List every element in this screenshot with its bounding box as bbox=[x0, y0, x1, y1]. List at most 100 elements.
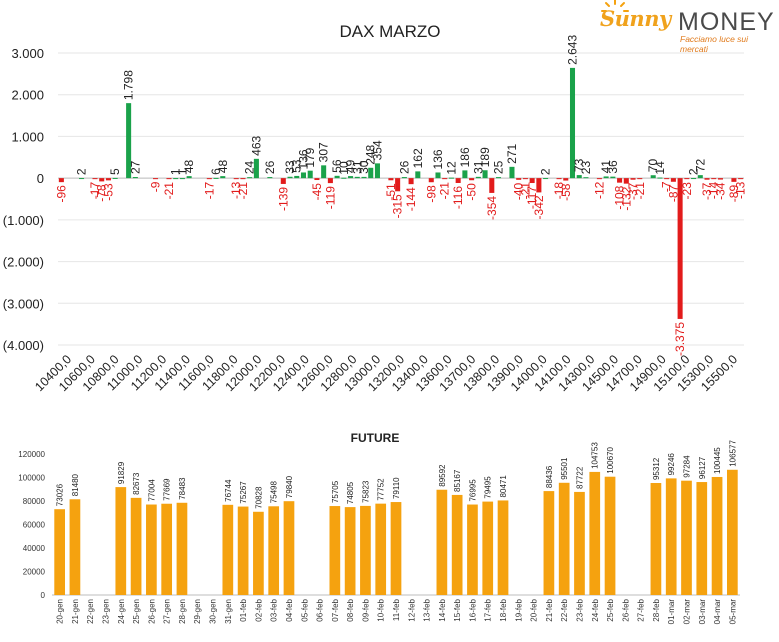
bar bbox=[563, 178, 569, 181]
bar bbox=[691, 178, 697, 180]
y-tick-label: (4.000) bbox=[3, 338, 44, 353]
y-tick-label: 100000 bbox=[18, 474, 45, 483]
y-tick-label: 80000 bbox=[23, 497, 46, 506]
bar bbox=[482, 170, 488, 179]
bar bbox=[327, 178, 333, 184]
data-label: 49 bbox=[344, 159, 358, 173]
data-label: -13 bbox=[734, 181, 748, 199]
x-tick-label: 05-mar bbox=[728, 599, 737, 625]
bar bbox=[697, 175, 703, 179]
data-label: 106577 bbox=[728, 440, 737, 467]
x-tick-label: 08-feb bbox=[346, 598, 355, 621]
bar bbox=[670, 178, 676, 182]
data-label: -14 bbox=[707, 181, 721, 199]
y-tick-label: 0 bbox=[37, 171, 44, 186]
data-label: 95501 bbox=[560, 457, 569, 480]
data-label: 75823 bbox=[361, 480, 370, 503]
bar bbox=[334, 175, 340, 179]
brand-logo: Sunny MONEY Facciamo luce sui mercati bbox=[600, 0, 775, 54]
x-tick-label: 09-feb bbox=[361, 598, 370, 621]
bar bbox=[469, 178, 475, 181]
bar bbox=[112, 177, 118, 179]
bar bbox=[665, 478, 677, 595]
data-label: -7 bbox=[660, 181, 674, 192]
bar bbox=[152, 178, 159, 180]
bar bbox=[428, 178, 434, 183]
x-tick-label: 01-mar bbox=[667, 599, 676, 625]
bar bbox=[253, 158, 259, 179]
bar bbox=[711, 178, 717, 180]
data-label: -37 bbox=[700, 182, 714, 200]
data-label: 75498 bbox=[270, 480, 279, 503]
data-label: 354 bbox=[370, 140, 384, 160]
data-label: 189 bbox=[478, 147, 492, 167]
bar bbox=[206, 178, 212, 180]
x-tick-label: 28-feb bbox=[652, 598, 661, 621]
data-label: 271 bbox=[505, 143, 519, 163]
data-label: 72 bbox=[693, 158, 707, 172]
brand-name-money: MONEY bbox=[678, 8, 775, 36]
sun-icon bbox=[601, 0, 629, 12]
data-label: -58 bbox=[559, 183, 573, 201]
data-label: 24 bbox=[243, 160, 257, 174]
bar bbox=[105, 178, 111, 181]
bar bbox=[681, 480, 692, 595]
x-tick-label: 04-feb bbox=[285, 598, 294, 621]
y-tick-label: 40000 bbox=[23, 544, 46, 553]
x-tick-label: 18-feb bbox=[499, 598, 508, 621]
x-tick-label: 21-feb bbox=[545, 598, 554, 621]
bar bbox=[237, 506, 249, 595]
data-label: -45 bbox=[310, 183, 324, 201]
bar bbox=[374, 163, 380, 179]
bar bbox=[368, 167, 374, 179]
data-label: 77669 bbox=[163, 478, 172, 501]
data-label: 100445 bbox=[713, 447, 722, 474]
y-tick-label: (2.000) bbox=[3, 255, 44, 270]
bar bbox=[543, 491, 555, 595]
x-tick-label: 24-gen bbox=[117, 599, 126, 624]
x-tick-label: 14-feb bbox=[438, 598, 447, 621]
bar bbox=[388, 178, 394, 181]
data-label: -354 bbox=[485, 196, 499, 220]
x-tick-label: 23-feb bbox=[575, 598, 584, 621]
x-tick-label: 12-feb bbox=[407, 598, 416, 621]
data-label: 79495 bbox=[484, 476, 493, 499]
bar bbox=[329, 506, 341, 595]
data-label: 79110 bbox=[392, 477, 401, 499]
bar bbox=[161, 503, 173, 595]
data-label: -17 bbox=[202, 182, 216, 200]
bar bbox=[233, 178, 239, 180]
data-label: 87722 bbox=[575, 466, 584, 489]
data-label: 136 bbox=[431, 149, 445, 169]
bar bbox=[361, 176, 367, 179]
data-label: 248 bbox=[364, 144, 378, 164]
x-tick-label: 20-gen bbox=[56, 599, 65, 624]
bar bbox=[556, 178, 562, 180]
y-tick-label: (3.000) bbox=[3, 296, 44, 311]
x-tick-label: 24-feb bbox=[591, 598, 600, 621]
y-tick-label: (1.000) bbox=[3, 213, 44, 228]
data-label: -3.375 bbox=[673, 322, 687, 356]
bar bbox=[704, 178, 710, 180]
bar bbox=[497, 500, 509, 595]
data-label: 80471 bbox=[499, 475, 508, 498]
bar bbox=[344, 507, 356, 595]
bar bbox=[536, 178, 542, 193]
bar bbox=[529, 178, 535, 184]
bar bbox=[467, 504, 478, 595]
x-tick-label: 06-feb bbox=[316, 598, 325, 621]
data-label: 70 bbox=[646, 159, 660, 173]
data-label: 89592 bbox=[438, 464, 447, 487]
data-label: 81480 bbox=[71, 473, 80, 496]
x-tick-label: 03-feb bbox=[270, 598, 279, 621]
bar bbox=[462, 170, 468, 179]
data-label: -37 bbox=[626, 182, 640, 200]
data-label: 27 bbox=[128, 160, 142, 174]
bar bbox=[283, 501, 295, 595]
data-label: 2 bbox=[539, 168, 553, 175]
data-label: 73 bbox=[572, 158, 586, 172]
bar bbox=[637, 178, 643, 180]
data-label: 23 bbox=[579, 161, 593, 175]
data-label: -21 bbox=[633, 182, 647, 200]
x-tick-label: 01-feb bbox=[239, 598, 248, 621]
